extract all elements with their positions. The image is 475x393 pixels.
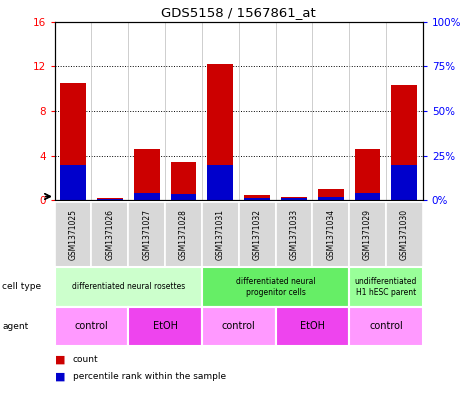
Bar	[60, 83, 86, 200]
Title: GDS5158 / 1567861_at: GDS5158 / 1567861_at	[162, 6, 316, 19]
Bar	[91, 202, 128, 267]
Bar	[349, 202, 386, 267]
Bar	[208, 64, 233, 200]
Text: differentiated neural
progenitor cells: differentiated neural progenitor cells	[236, 277, 315, 297]
Text: GSM1371026: GSM1371026	[105, 209, 114, 260]
Text: GSM1371027: GSM1371027	[142, 209, 151, 260]
Text: percentile rank within the sample: percentile rank within the sample	[73, 372, 226, 381]
Text: GSM1371025: GSM1371025	[68, 209, 77, 260]
Bar	[134, 149, 160, 200]
Text: GSM1371032: GSM1371032	[253, 209, 262, 260]
Bar	[238, 202, 276, 267]
Bar	[349, 307, 423, 346]
Text: GSM1371030: GSM1371030	[400, 209, 409, 261]
Bar	[55, 267, 202, 307]
Bar	[128, 307, 202, 346]
Bar	[244, 195, 270, 200]
Bar	[391, 165, 417, 200]
Text: EtOH: EtOH	[152, 321, 178, 331]
Text: GSM1371033: GSM1371033	[289, 209, 298, 261]
Bar	[313, 202, 349, 267]
Bar	[244, 198, 270, 200]
Text: control: control	[222, 321, 256, 331]
Text: GSM1371034: GSM1371034	[326, 209, 335, 261]
Bar	[97, 198, 123, 200]
Text: agent: agent	[2, 322, 28, 331]
Text: undifferentiated
H1 hESC parent: undifferentiated H1 hESC parent	[355, 277, 417, 297]
Text: GSM1371031: GSM1371031	[216, 209, 225, 260]
Text: ■: ■	[55, 371, 65, 382]
Bar	[349, 267, 423, 307]
Text: ■: ■	[55, 354, 65, 365]
Bar	[276, 307, 349, 346]
Bar	[276, 202, 313, 267]
Text: count: count	[73, 355, 98, 364]
Bar	[208, 165, 233, 200]
Text: cell type: cell type	[2, 283, 41, 291]
Bar	[355, 149, 380, 200]
Bar	[318, 189, 343, 200]
Bar	[386, 202, 423, 267]
Text: EtOH: EtOH	[300, 321, 325, 331]
Bar	[97, 198, 123, 200]
Bar	[355, 193, 380, 200]
Bar	[55, 202, 91, 267]
Bar	[202, 267, 349, 307]
Bar	[55, 307, 128, 346]
Bar	[134, 193, 160, 200]
Text: control: control	[369, 321, 403, 331]
Bar	[202, 307, 276, 346]
Text: GSM1371028: GSM1371028	[179, 209, 188, 260]
Text: differentiated neural rosettes: differentiated neural rosettes	[72, 283, 185, 291]
Bar	[391, 85, 417, 200]
Bar	[60, 165, 86, 200]
Bar	[171, 162, 196, 200]
Bar	[165, 202, 202, 267]
Text: control: control	[75, 321, 108, 331]
Bar	[281, 198, 307, 200]
Bar	[171, 194, 196, 200]
Text: GSM1371029: GSM1371029	[363, 209, 372, 260]
Bar	[318, 197, 343, 200]
Bar	[281, 197, 307, 200]
Bar	[128, 202, 165, 267]
Bar	[202, 202, 238, 267]
